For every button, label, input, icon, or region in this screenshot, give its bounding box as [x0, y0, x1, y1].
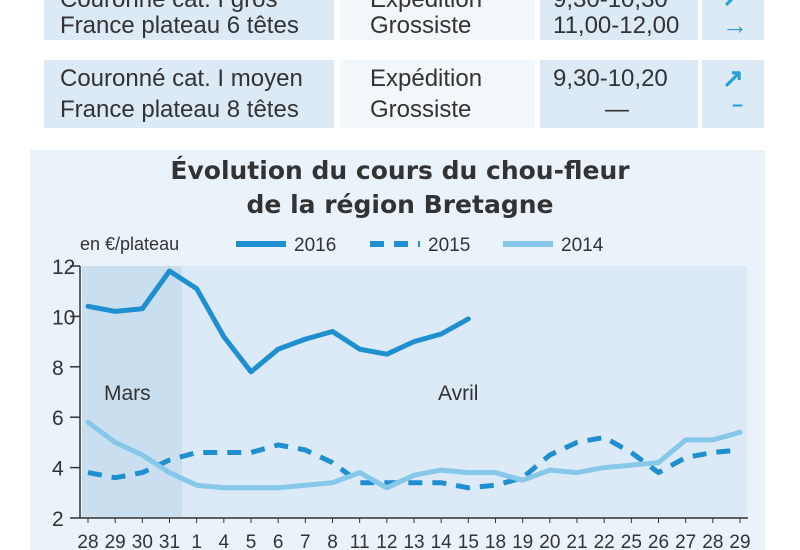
period-label-mars: Mars [104, 382, 151, 405]
x-tick-label: 29 [105, 532, 126, 550]
row2-market-bg [340, 60, 535, 128]
x-tick-label: 25 [621, 532, 642, 550]
series-line-2016 [85, 268, 471, 375]
row1-trend-bg [702, 0, 764, 40]
row1-price-bg [540, 0, 698, 40]
y-tick-label: 4 [52, 458, 64, 481]
row2-price-line1: 9,30-10,20 [553, 65, 668, 92]
row2-trend-bg [702, 60, 764, 128]
x-tick-label: 18 [485, 532, 506, 550]
x-tick-label: 4 [219, 532, 230, 550]
trend-none-icon: – [732, 94, 744, 116]
row2-product-bg [44, 60, 334, 128]
x-tick-label: 5 [246, 532, 257, 550]
row1-product-line1: Couronné cat. I gros [60, 0, 277, 15]
row1-product-line2: France plateau 6 têtes [60, 12, 299, 39]
legend-label-2016: 2016 [294, 235, 336, 256]
y-tick-label: 2 [52, 508, 64, 531]
row2-price-bg [540, 60, 698, 128]
row1-product-bg [44, 0, 334, 40]
x-tick-label: 6 [273, 532, 284, 550]
row2-price-line2: — [605, 96, 629, 123]
x-tick-label: 20 [539, 532, 560, 550]
series-line-2014 [85, 419, 743, 491]
row1-market-bg [340, 0, 535, 40]
trend-up-icon: ↗ [722, 63, 744, 93]
x-tick-label: 1 [191, 532, 202, 550]
row2-product-line1: Couronné cat. I moyen [60, 65, 303, 92]
x-tick-label: 31 [159, 532, 180, 550]
x-tick-label: 22 [594, 532, 615, 550]
x-tick-label: 29 [729, 532, 750, 550]
series-line-2015 [87, 434, 741, 491]
y-tick-label: 8 [52, 357, 64, 380]
row1-price-line2: 11,00-12,00 [553, 12, 680, 39]
row1-price-line1: 9,30-10,30 [553, 0, 668, 15]
chart-title: Évolution du cours du chou-fleur de la r… [0, 154, 800, 222]
chart-title-line2: de la région Bretagne [246, 190, 554, 219]
x-tick-label: 12 [376, 532, 397, 550]
x-tick-label: 26 [648, 532, 669, 550]
x-tick-label: 15 [458, 532, 479, 550]
y-tick-label: 6 [52, 407, 64, 430]
price-table: Couronné cat. I gros France plateau 6 tê… [0, 0, 800, 128]
legend-label-2014: 2014 [561, 235, 604, 256]
y-tick-label: 12 [52, 256, 75, 279]
row1-market-line1: Expédition [370, 0, 482, 15]
period-label-avril: Avril [438, 382, 478, 405]
x-tick-label: 8 [327, 532, 338, 550]
x-tick-label: 19 [512, 532, 533, 550]
x-tick-label: 28 [702, 532, 723, 550]
row1-market-line2: Grossiste [370, 12, 472, 39]
x-tick-label: 30 [132, 532, 153, 550]
y-tick-label: 10 [52, 306, 75, 329]
x-tick-label: 28 [77, 532, 98, 550]
row2-market-line1: Expédition [370, 65, 483, 92]
x-tick-label: 11 [350, 532, 370, 550]
x-tick-label: 14 [431, 532, 453, 550]
x-tick-label: 13 [403, 532, 424, 550]
x-tick-label: 21 [566, 532, 587, 550]
legend-label-2015: 2015 [428, 235, 470, 256]
row2-market-line2: Grossiste [370, 96, 472, 123]
x-tick-label: 27 [675, 532, 696, 550]
trend-stable-icon: → [722, 10, 748, 40]
chart-title-line1: Évolution du cours du chou-fleur [170, 156, 630, 185]
row2-product-line2: France plateau 8 têtes [60, 96, 299, 123]
y-axis-label: en €/plateau [80, 234, 179, 254]
trend-up-icon: ↗ [722, 0, 744, 13]
x-tick-label: 7 [300, 532, 311, 550]
